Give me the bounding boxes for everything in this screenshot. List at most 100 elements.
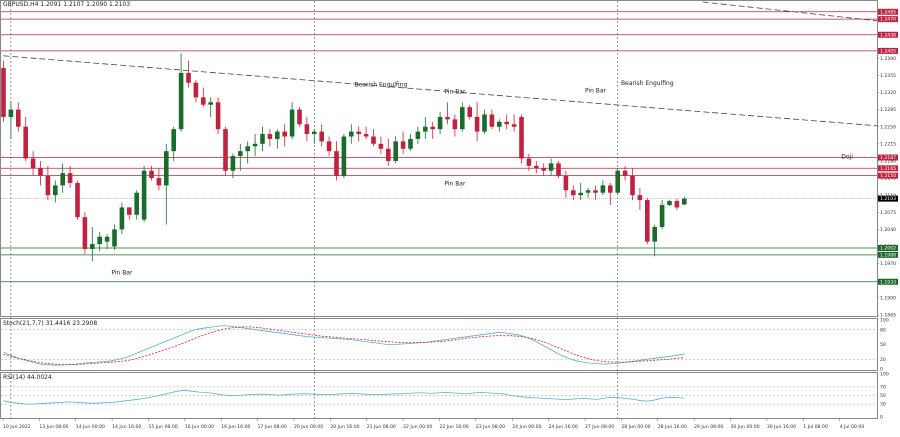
stochastic-indicator: 100 80 50 20 0 <box>1 318 889 373</box>
price-tick-5: 1.2215 <box>880 141 896 147</box>
candle-body-29 <box>215 102 221 130</box>
level-label-5: 1.2165 <box>880 166 896 172</box>
candle-body-79 <box>585 190 591 193</box>
price-tick-10: 1.2040 <box>880 227 896 233</box>
candle-body-31 <box>230 156 236 171</box>
time-tick-16: 27 Jun 08:00 <box>585 424 614 430</box>
level-label-9: 1.1988 <box>880 252 896 258</box>
stoch-tick-3: 20 <box>880 357 886 363</box>
candle-body-9 <box>67 173 73 183</box>
time-tick-6: 16 Jun 16:00 <box>221 424 250 430</box>
candle-body-59 <box>437 116 443 130</box>
time-tick-9: 20 Jun 16:00 <box>330 424 359 430</box>
rsi-tick-4: 0 <box>880 415 883 421</box>
candle-body-80 <box>593 190 598 193</box>
candle-body-30 <box>223 129 228 171</box>
candle-body-83 <box>615 170 620 193</box>
candle-body-50 <box>371 136 376 144</box>
time-tick-14: 24 Jun 00:00 <box>512 424 541 430</box>
level-tag-0 <box>878 8 898 15</box>
annotation-5: Bearish Engulfing <box>621 80 674 87</box>
level-tag-5 <box>878 165 898 172</box>
candle-body-77 <box>571 190 576 196</box>
candle-body-35 <box>260 134 265 144</box>
candle-body-73 <box>541 168 546 171</box>
time-tick-23: 4 Jul 00:00 <box>840 424 865 430</box>
time-tick-15: 24 Jun 16:00 <box>549 424 578 430</box>
rsi-tick-2: 50 <box>880 393 886 399</box>
candle-body-21 <box>156 178 162 186</box>
price-tick-9: 1.2075 <box>880 210 896 216</box>
candle-body-27 <box>201 97 206 105</box>
candle-body-78 <box>578 192 583 196</box>
rsi-tick-0: 100 <box>880 372 889 378</box>
annotation-4: Pin Bar <box>585 87 607 94</box>
level-label-7: 1.2103 <box>880 196 896 202</box>
candle-body-2 <box>16 109 21 127</box>
trendline-1 <box>702 1 878 22</box>
candle-body-18 <box>134 192 139 215</box>
candle-body-1 <box>8 109 14 117</box>
stoch-header: Stoch(21,7,7) 31.4416 23.2908 <box>3 320 97 327</box>
candle-body-10 <box>75 182 80 218</box>
candle-body-68 <box>504 121 509 125</box>
time-tick-10: 21 Jun 08:00 <box>367 424 396 430</box>
price-tick-15: 1.1865 <box>880 313 896 319</box>
candle-body-58 <box>430 126 435 130</box>
time-tick-0: 10 Jun 2022 <box>3 424 31 430</box>
price-tick-6: 1.2180 <box>880 159 896 165</box>
candle-body-0 <box>1 68 6 117</box>
candle-body-84 <box>622 170 628 176</box>
candle-body-46 <box>341 136 347 176</box>
candle-body-13 <box>97 236 102 245</box>
candle-body-81 <box>600 185 606 193</box>
level-tag-9 <box>878 251 898 258</box>
price-tick-1: 1.2355 <box>880 73 896 79</box>
rsi-panel-frame <box>0 372 878 419</box>
candle-body-56 <box>415 131 421 139</box>
candle-body-49 <box>363 134 369 137</box>
time-tick-5: 16 Jun 00:00 <box>185 424 214 430</box>
candle-body-16 <box>119 207 125 230</box>
candle-body-17 <box>127 207 132 215</box>
main-header: GBPUSD,H4 1.2091 1.2107 1.2090 1.2103 <box>3 1 130 8</box>
candle-body-47 <box>349 131 354 137</box>
candle-body-6 <box>45 175 51 196</box>
level-label-8: 1.2002 <box>880 246 896 252</box>
candle-body-64 <box>474 116 480 132</box>
candle-body-86 <box>637 195 643 201</box>
price-tick-12: 1.1970 <box>880 261 896 267</box>
candle-body-8 <box>60 173 65 186</box>
candle-body-15 <box>112 229 117 247</box>
candle-body-69 <box>511 124 517 127</box>
candle-body-92 <box>682 198 687 205</box>
time-tick-21: 30 Jun 16:00 <box>767 424 796 430</box>
candle-body-55 <box>408 138 413 149</box>
candle-body-23 <box>171 129 176 152</box>
level-tag-10 <box>878 278 898 285</box>
candle-body-66 <box>489 114 495 127</box>
candle-body-72 <box>534 165 539 169</box>
time-tick-1: 13 Jun 08:00 <box>39 424 68 430</box>
candle-body-34 <box>252 143 258 147</box>
candle-body-39 <box>289 109 295 137</box>
annotation-0: Pin Bar <box>111 269 133 276</box>
level-label-2: 1.2438 <box>880 32 896 38</box>
annotation-2: Pin Bar <box>444 88 466 95</box>
candle-body-82 <box>608 185 613 193</box>
candle-body-51 <box>378 143 384 149</box>
level-tag-4 <box>878 154 898 161</box>
price-tick-14: 1.1900 <box>880 295 896 301</box>
time-tick-17: 28 Jun 00:00 <box>621 424 650 430</box>
level-tag-2 <box>878 31 898 38</box>
price-level-labels: 1.24851.24701.24381.24051.21871.21651.21… <box>878 8 898 285</box>
candle-body-4 <box>30 158 36 169</box>
level-label-6: 1.2150 <box>880 173 896 179</box>
candle-body-7 <box>53 185 58 196</box>
pattern-annotations: Pin Bar Bearish Engulfing Pin Bar Pin Bar Pi… <box>111 80 853 276</box>
rsi-indicator: 100 70 50 30 0 <box>1 372 889 421</box>
time-tick-8: 20 Jun 00:00 <box>294 424 323 430</box>
time-tick-7: 17 Jun 08:00 <box>258 424 287 430</box>
